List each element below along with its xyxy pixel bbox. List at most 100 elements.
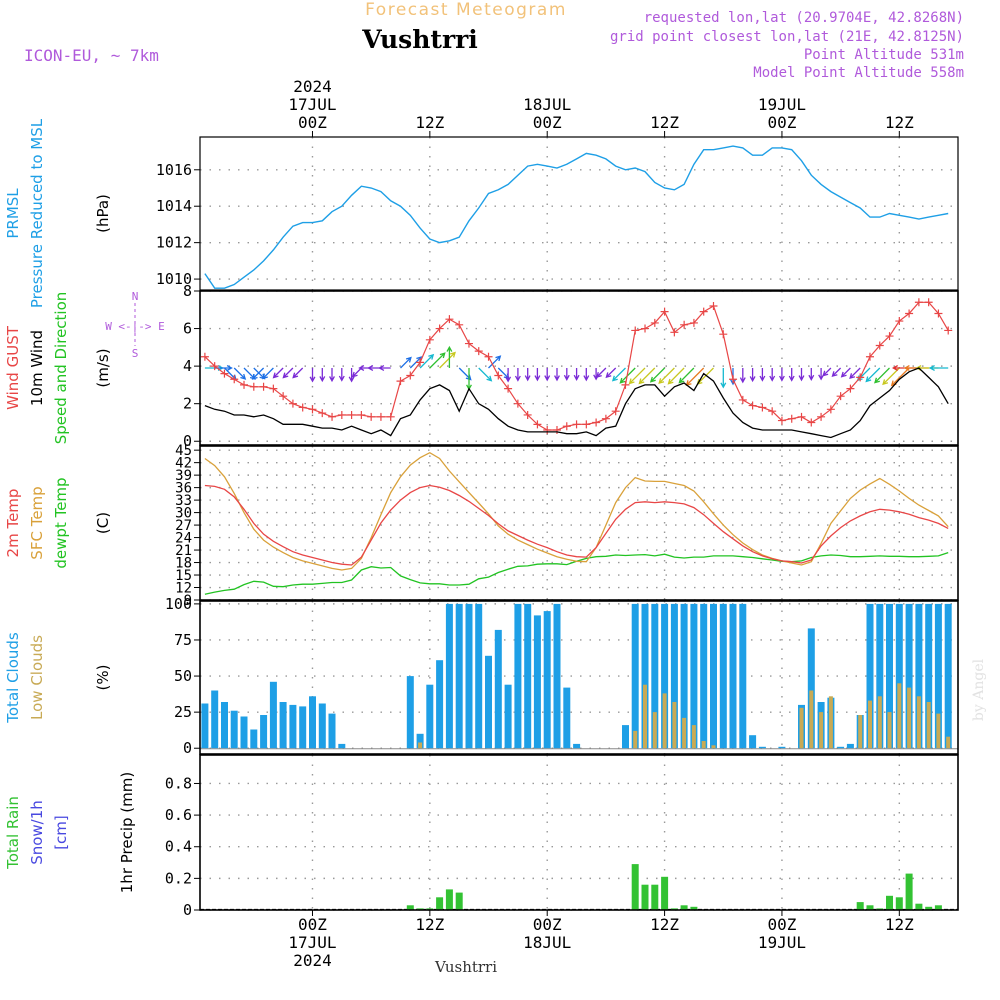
panel-frame [199,754,959,911]
wind-direction-arrow [890,367,910,387]
clouds-yticks: 0 25 50 75 100 [165,595,200,757]
gust-point [220,369,229,378]
ytick-label: 42 [175,456,192,472]
gust-point [729,375,738,384]
total-clouds-bar [318,703,326,749]
time-label-bottom: 19JUL [758,933,806,952]
wind-direction-arrow [338,368,345,382]
total-clouds-bar [543,611,551,749]
ytick-label: 0 [183,739,192,757]
gust-point [259,382,268,391]
time-label-top: 19JUL [758,95,806,114]
gust-point [279,392,288,401]
rain-bar [925,906,933,910]
wind-direction-arrow [419,353,435,369]
ytick-label: 0.2 [165,869,192,887]
total-clouds-bar [895,603,903,749]
total-clouds-bar [338,743,346,749]
total-clouds-bar [250,729,258,749]
wind-direction-arrow [720,368,727,389]
gust-point [924,298,933,307]
total-clouds-bar [416,733,424,749]
total-clouds-bar [279,702,287,749]
precip-grid [200,755,958,911]
low-clouds-bar [643,684,647,749]
total-clouds-bar [524,603,532,749]
total-clouds-bar [299,706,307,749]
total-clouds-bar [944,603,952,749]
low-clouds-bar [799,707,804,749]
ytick-label: 36 [175,481,192,497]
wind-direction-arrow [282,367,294,379]
gust-point [748,401,757,410]
ytick-label: 33 [175,493,192,509]
gust-point [445,315,454,324]
wind10m-line [204,367,949,439]
wind-direction-arrow [605,367,617,379]
precip-axis-labels: Total Rain Snow/1h [cm] 1hr Precip (mm) [4,772,136,893]
ytick-label: 100 [165,595,192,613]
gust-point [826,405,835,414]
wind-direction-arrow [840,367,851,378]
axis-label-left: Low Clouds [28,635,46,720]
axis-label-left: PRMSL [4,188,22,239]
total-clouds-bar [563,687,571,749]
wind-direction-arrow [505,368,512,383]
total-clouds-bar [876,603,884,749]
total-clouds-bar [465,603,473,749]
pressure-axis-labels: PRMSL Pressure Reduced to MSL (hPa) [4,118,112,308]
low-clouds-bar [809,690,814,749]
wind-direction-arrow [378,365,391,371]
gust-point [240,380,249,389]
compass-south: S [132,347,139,360]
model-altitude: Model Point Altitude 558m [753,65,964,81]
gust-point [543,425,552,434]
wind-direction-arrow [400,356,412,369]
ytick-label: 4 [183,357,192,375]
time-label-top: 17JUL [288,95,336,114]
low-clouds-bar [868,700,872,749]
total-clouds-bar [886,603,893,749]
time-label-top: 12Z [415,113,444,132]
wind-direction-arrow [348,368,355,383]
gust-point [562,422,571,431]
wind-direction-arrow [638,367,656,385]
total-clouds-bar [514,603,522,749]
gust-point [406,371,415,380]
total-clouds-bar [485,655,492,749]
total-clouds-bar [221,702,228,749]
gust-point [504,384,513,393]
gust-point [689,318,698,327]
wind-direction-arrow [292,367,304,379]
gust-point [660,307,669,316]
wind-direction-arrow [524,368,531,382]
gust-point [337,410,346,419]
rain-bar [934,905,942,910]
rain-bar [651,884,659,910]
wind-direction-arrow [788,368,795,382]
wind-direction-arrow [849,367,861,380]
low-clouds-bar [662,693,667,749]
axis-label-left: 10m Wind [28,330,46,406]
rain-bar [641,884,649,910]
wind-direction-arrow [446,345,453,368]
t2m-line [204,484,949,566]
gust-point [621,380,630,389]
axis-label-left: 2m Temp [4,489,22,558]
total-clouds-bar [201,703,209,749]
total-clouds-bar [846,743,854,749]
gust-point [494,371,503,380]
model-label: ICON-EU, ~ 7km [24,46,159,65]
gust-point [210,362,219,371]
wind-direction-arrow [329,368,335,383]
low-clouds-bar [682,717,687,749]
precip-marks [200,864,958,911]
temperature-grid [200,446,958,601]
panel-frame [199,136,959,291]
pressure-marks [204,145,949,289]
ytick-label: 25 [174,703,192,721]
low-clouds-bar [887,712,892,749]
gust-point [905,309,914,318]
gust-point [308,405,317,414]
total-clouds-bar [837,746,845,749]
